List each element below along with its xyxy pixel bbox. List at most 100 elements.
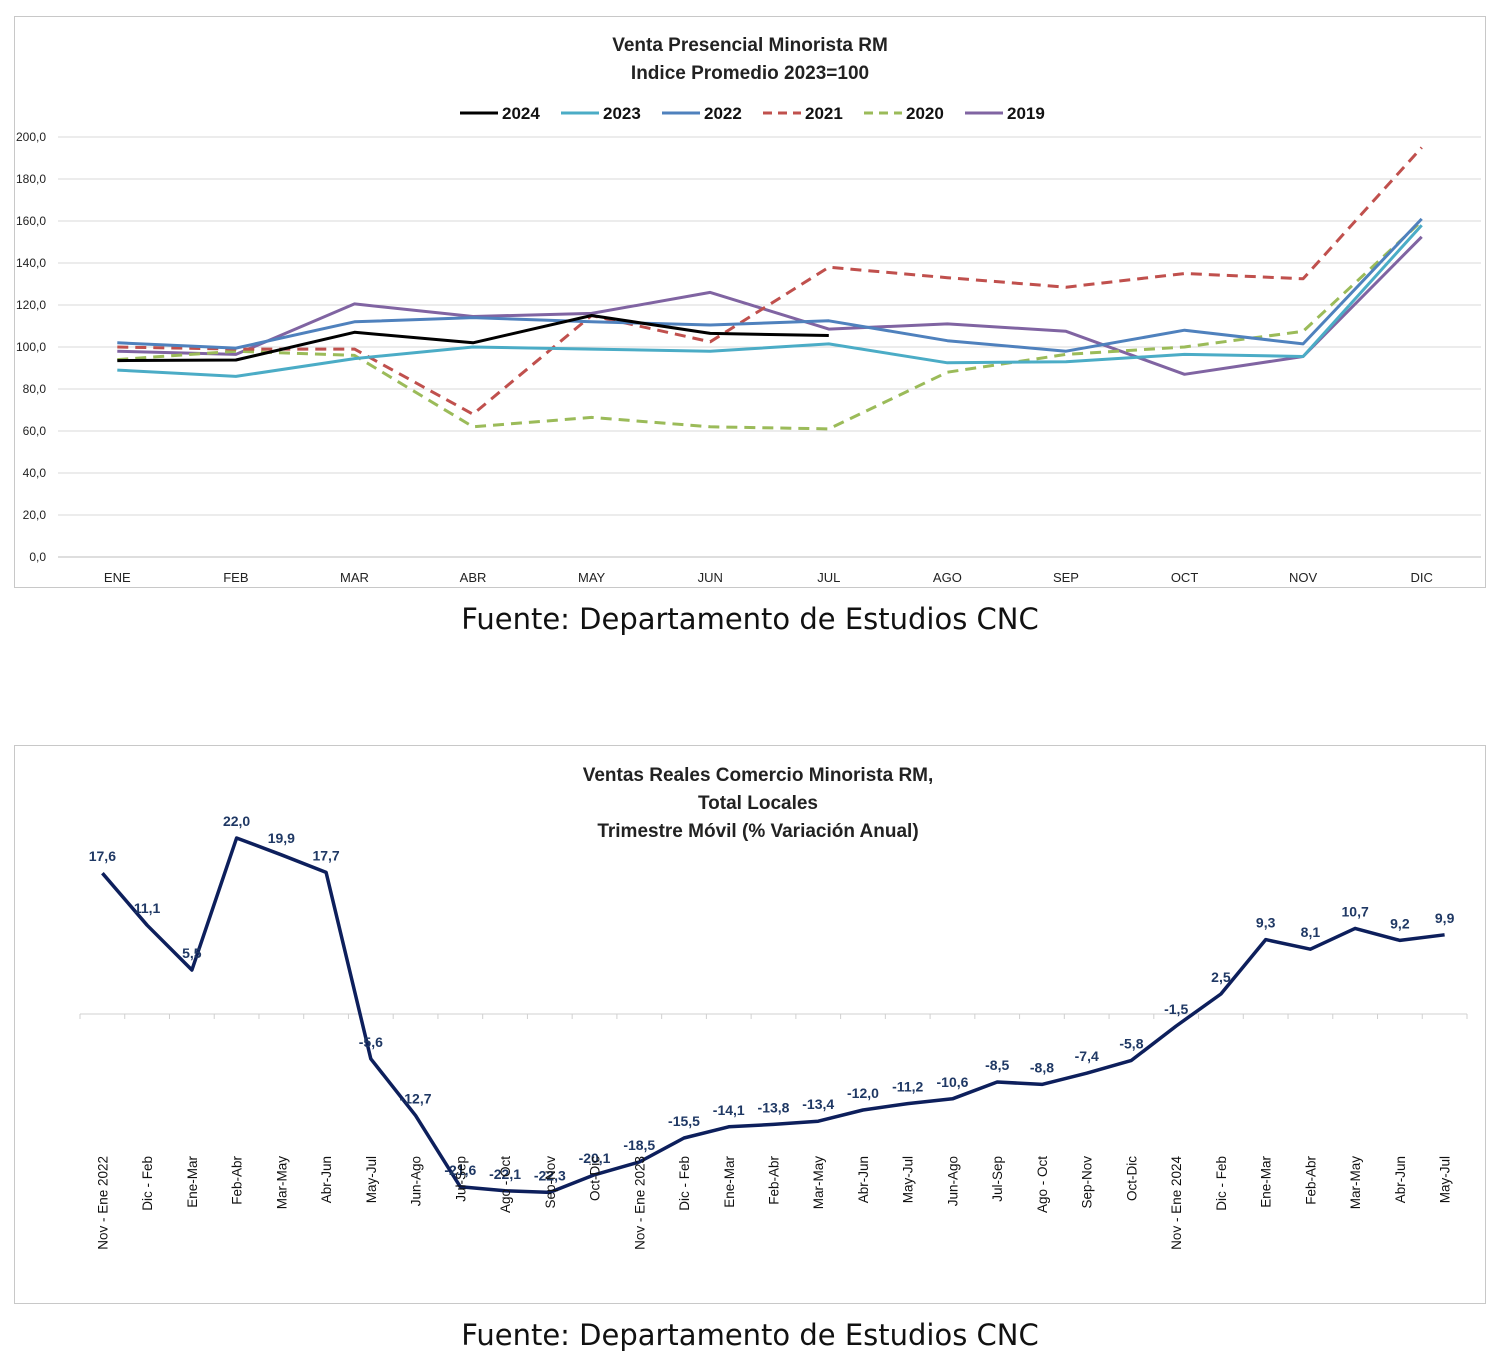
data-label: 11,1 [134, 900, 161, 916]
x-tick-label: Jun-Ago [945, 1156, 960, 1206]
data-label: -11,2 [892, 1079, 923, 1095]
x-axis [79, 1013, 1468, 1019]
y-tick-label: 180,0 [16, 172, 46, 186]
data-label: -22,3 [534, 1167, 566, 1183]
series-line [101, 836, 1445, 1195]
chart-title: Venta Presencial Minorista RM [612, 35, 888, 56]
x-tick-label: Oct-Dic [588, 1156, 603, 1201]
data-label: -12,7 [400, 1091, 432, 1107]
y-tick-label: 40,0 [23, 466, 47, 480]
data-label: -13,8 [758, 1099, 790, 1115]
x-tick-label: FEB [223, 570, 248, 585]
legend-label: 2021 [805, 104, 843, 123]
x-tick-label: Jul-Sep [990, 1156, 1005, 1202]
chart-subtitle: Indice Promedio 2023=100 [631, 63, 869, 84]
x-tick-label: Feb-Abr [1303, 1156, 1318, 1205]
legend-label: 2023 [603, 104, 641, 123]
y-tick-label: 20,0 [23, 508, 47, 522]
x-tick-label: NOV [1289, 570, 1318, 585]
source-caption: Fuente: Departamento de Estudios CNC [461, 1318, 1039, 1352]
series-line-2022 [117, 217, 1423, 353]
data-label: -5,6 [359, 1034, 383, 1050]
x-tick-label: Jul-Sep [453, 1156, 468, 1202]
data-label: -7,4 [1075, 1048, 1099, 1064]
source-caption: Fuente: Departamento de Estudios CNC [461, 602, 1039, 636]
chart-subtitle-2: Trimestre Móvil (% Variación Anual) [597, 821, 918, 842]
data-label: -14,1 [713, 1102, 745, 1118]
data-label: -21,6 [444, 1162, 476, 1178]
y-tick-label: 0,0 [29, 550, 46, 564]
x-tick-label: SEP [1053, 570, 1079, 585]
x-tick-label: DIC [1411, 570, 1433, 585]
data-label: 9,9 [1435, 910, 1455, 926]
x-tick-label: JUL [817, 570, 840, 585]
legend-label: 2020 [906, 104, 944, 123]
x-tick-label: Sep-Nov [1080, 1156, 1095, 1209]
data-label: 17,7 [312, 847, 339, 863]
x-tick-label: Nov - Ene 2022 [95, 1156, 110, 1250]
x-tick-label: Abr-Jun [856, 1156, 871, 1203]
series-line-2019 [117, 235, 1423, 376]
legend-item-2020: 2020 [864, 104, 944, 123]
data-label: 8,1 [1301, 924, 1321, 940]
x-tick-label: Feb-Abr [230, 1156, 245, 1205]
data-label: -13,4 [802, 1096, 834, 1112]
data-label: -1,5 [1164, 1001, 1188, 1017]
y-tick-label: 200,0 [16, 130, 46, 144]
x-tick-label: Ago - Oct [498, 1156, 513, 1213]
x-tick-label: Abr-Jun [1393, 1156, 1408, 1203]
data-label: 10,7 [1342, 903, 1369, 919]
legend-item-2022: 2022 [662, 104, 742, 123]
x-tick-label: Ene-Mar [185, 1155, 200, 1207]
chart-ventas-reales-svg: Ventas Reales Comercio Minorista RM, Tot… [79, 765, 1468, 1250]
x-tick-label: Ene-Mar [722, 1155, 737, 1207]
series-line-2024 [117, 314, 829, 363]
x-tick-label: May-Jul [901, 1156, 916, 1203]
x-tick-label: Mar-May [1348, 1156, 1363, 1209]
x-tick-label: AGO [933, 570, 962, 585]
x-tick-label: Oct-Dic [1124, 1156, 1139, 1201]
x-tick-label: ABR [460, 570, 487, 585]
data-labels: 17,6 11,1 5,5 22,0 19,9 17,7 -5,6 -12,7 -21,6 -22… [89, 813, 1455, 1183]
y-tick-label: 140,0 [16, 256, 46, 270]
legend-label: 2022 [704, 104, 742, 123]
x-tick-label: Jun-Ago [409, 1156, 424, 1206]
chart-series [101, 836, 1445, 1195]
data-label: 9,2 [1390, 915, 1410, 931]
data-label: 22,0 [223, 813, 250, 829]
x-tick-label: May-Jul [364, 1156, 379, 1203]
series-line-2020 [117, 219, 1423, 431]
y-tick-label: 160,0 [16, 214, 46, 228]
x-axis-ticks: Nov - Ene 2022 Dic - Feb Ene-Mar Feb-Abr Mar… [95, 1155, 1452, 1249]
x-tick-label: Dic - Feb [1214, 1156, 1229, 1211]
y-tick-label: 120,0 [16, 298, 46, 312]
chart-title: Ventas Reales Comercio Minorista RM, [583, 765, 934, 786]
chart-venta-presencial-svg: Venta Presencial Minorista RM Indice Pro… [16, 35, 1481, 585]
x-tick-label: JUN [698, 570, 723, 585]
data-label: -12,0 [847, 1085, 879, 1101]
legend-item-2019: 2019 [965, 104, 1045, 123]
x-tick-label: Ene-Mar [1259, 1155, 1274, 1207]
legend-label: 2019 [1007, 104, 1045, 123]
chart-venta-presencial: Venta Presencial Minorista RM Indice Pro… [14, 16, 1486, 588]
data-label: -8,5 [985, 1057, 1009, 1073]
data-label: -20,1 [579, 1150, 611, 1166]
x-tick-label: Nov - Ene 2024 [1169, 1156, 1184, 1250]
x-tick-label: Abr-Jun [319, 1156, 334, 1203]
x-tick-label: MAY [578, 570, 606, 585]
x-axis-ticks: ENE FEB MAR ABR MAY JUN JUL AGO SEP OCT NOV DIC [104, 570, 1433, 585]
x-tick-label: May-Jul [1438, 1156, 1453, 1203]
chart-ventas-reales: Ventas Reales Comercio Minorista RM, Tot… [14, 745, 1486, 1304]
legend-label: 2024 [502, 104, 540, 123]
x-tick-label: Dic - Feb [140, 1156, 155, 1211]
data-label: 17,6 [89, 848, 116, 864]
x-tick-label: Dic - Feb [677, 1156, 692, 1211]
x-tick-label: OCT [1171, 570, 1199, 585]
x-tick-label: Mar-May [274, 1156, 289, 1209]
x-tick-label: Mar-May [811, 1156, 826, 1209]
x-tick-label: Ago - Oct [1035, 1156, 1050, 1213]
series-line-2023 [117, 224, 1423, 378]
x-tick-label: Nov - Ene 2023 [632, 1156, 647, 1250]
legend-item-2024: 2024 [460, 104, 540, 123]
data-label: -8,8 [1030, 1059, 1054, 1075]
